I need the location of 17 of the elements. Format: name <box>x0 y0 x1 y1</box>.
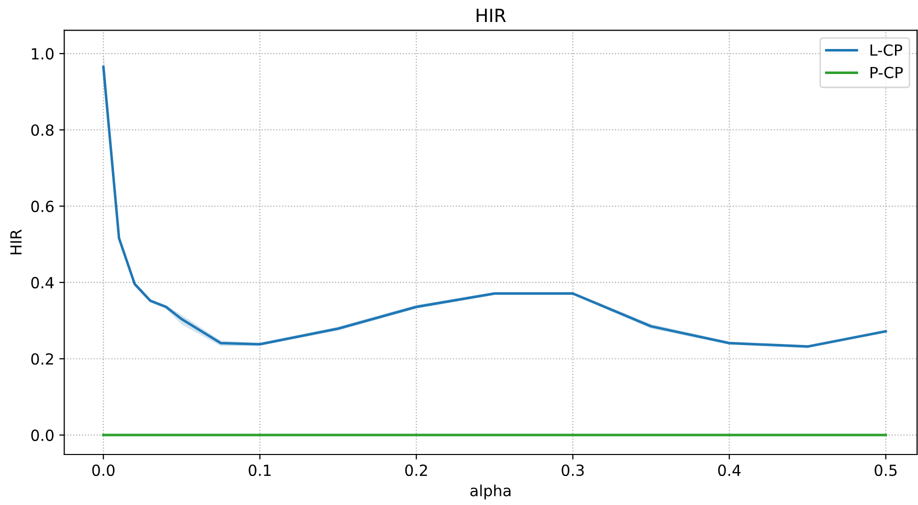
x-tick-label: 0.2 <box>405 464 427 476</box>
x-tick-label: 0.4 <box>718 464 741 476</box>
y-tick-label: 1.0 <box>32 48 54 60</box>
x-tick-label: 0.1 <box>248 464 271 476</box>
y-tick-label: 0.0 <box>31 430 54 442</box>
y-tick-label: 0.8 <box>31 124 54 136</box>
x-tick-label: 0.5 <box>874 464 897 476</box>
y-tick-label: 0.6 <box>31 200 54 212</box>
y-tick-label: 0.4 <box>31 276 54 288</box>
x-axis-title: alpha <box>470 484 510 500</box>
chart-title: HIR <box>476 8 506 22</box>
legend-label: P-CP <box>870 66 903 78</box>
x-tick-label: 0.0 <box>92 464 115 476</box>
y-axis-title: HIR <box>10 230 22 254</box>
x-tick-label: 0.3 <box>562 464 584 476</box>
y-tick-label: 0.2 <box>31 353 54 365</box>
legend-label: L-CP <box>870 44 902 56</box>
